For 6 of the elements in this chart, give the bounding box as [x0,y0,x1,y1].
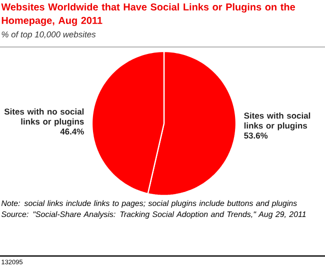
slice-label: Sites with no social links or plugins [4,108,84,126]
data-label: 53.6% [244,132,268,139]
chart-title: Websites Worldwide that Have Social Links or Plugins on the Homepage, Aug 2011 [1,3,295,26]
data-label: 46.4% [60,128,84,135]
slice-label: Sites with social links or plugins [244,112,310,130]
chart-subtitle: % of top 10,000 websites [2,31,96,40]
